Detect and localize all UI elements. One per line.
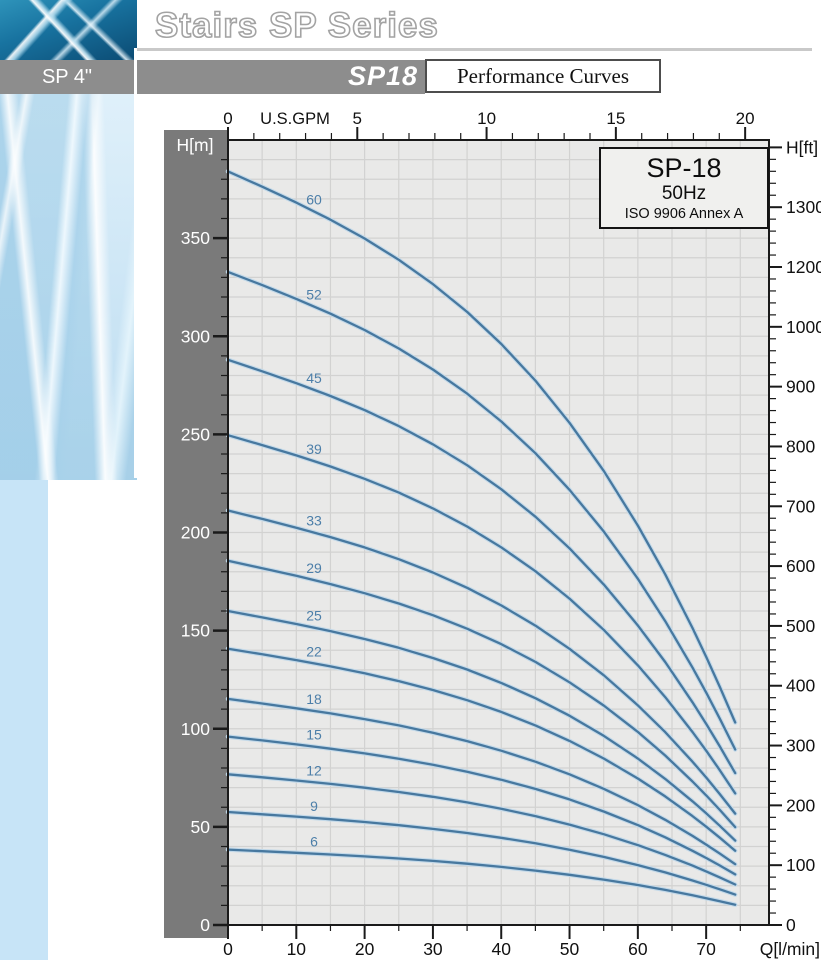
curve-29-stages: [226, 559, 737, 829]
bottom-axis-tick-label: 70: [696, 939, 716, 959]
left-axis-tick-label: 300: [181, 326, 210, 346]
bottom-axis-tick-label: 60: [628, 939, 648, 959]
curve-6-stages: [226, 848, 737, 906]
curve-label-22: 22: [306, 643, 322, 659]
top-axis-tick-label: 20: [736, 109, 755, 128]
top-axis-tick-label: 10: [477, 109, 496, 128]
bottom-axis-tick-label: 30: [423, 939, 443, 959]
curve-label-18: 18: [306, 691, 322, 707]
top-axis-tick-label: 0: [223, 109, 232, 128]
performance-curves-box: Performance Curves: [425, 59, 661, 93]
curve-39-stages: [226, 434, 737, 795]
bottom-axis-tick-label: 20: [355, 939, 375, 959]
left-axis-tick-label: 50: [191, 817, 211, 837]
curve-label-60: 60: [306, 191, 322, 207]
left-axis-tick-label: 200: [181, 523, 210, 543]
right-axis-tick-label: 0: [786, 915, 796, 935]
left-axis-band: [164, 130, 228, 938]
right-axis-tick-label: 1300: [786, 197, 821, 217]
left-axis-unit: H[m]: [177, 135, 214, 155]
curve-9-stages: [226, 810, 737, 896]
legend-standard: ISO 9906 Annex A: [624, 206, 744, 222]
page-title: Stairs SP Series: [154, 5, 439, 46]
curve-52-stages: [226, 270, 737, 751]
curve-15-stages: [226, 735, 737, 876]
curve-label-6: 6: [310, 834, 318, 850]
right-axis-tick-label: 1000: [786, 317, 821, 337]
curve-label-52: 52: [306, 287, 322, 303]
right-axis-tick-label: 500: [786, 616, 815, 636]
right-axis-tick-label: 100: [786, 855, 815, 875]
curve-label-12: 12: [306, 762, 322, 778]
curve-33-stages: [226, 509, 737, 815]
title-underline: [134, 48, 812, 51]
top-axis-tick-label: 15: [606, 109, 625, 128]
water-flow-photo: [0, 94, 137, 480]
left-axis-tick-label: 350: [181, 228, 210, 248]
curve-18-stages: [226, 697, 737, 866]
right-axis-tick-label: 800: [786, 436, 815, 456]
legend-frequency: 50Hz: [661, 183, 707, 204]
right-axis-tick-label: 900: [786, 377, 815, 397]
curve-label-29: 29: [306, 560, 322, 576]
curve-label-39: 39: [306, 441, 322, 457]
legend-model: SP-18: [646, 153, 722, 183]
right-axis-tick-label: 200: [786, 795, 815, 815]
curve-label-9: 9: [310, 798, 318, 814]
right-axis-tick-label: 400: [786, 676, 815, 696]
top-axis-unit: U.S.GPM: [260, 110, 330, 128]
curve-22-stages: [226, 647, 737, 852]
curve-12-stages: [226, 773, 737, 886]
curve-60-stages: [226, 170, 737, 724]
bottom-axis-unit: Q[l/min]: [760, 939, 820, 959]
header-bar: [0, 60, 425, 94]
curve-label-45: 45: [306, 370, 322, 386]
left-axis-tick-label: 150: [181, 621, 210, 641]
bottom-axis-tick-label: 0: [223, 939, 233, 959]
left-axis-tick-label: 100: [181, 719, 210, 739]
glass-rods-photo: [0, 0, 137, 62]
white-frame-line: [134, 48, 137, 478]
curve-label-33: 33: [306, 513, 322, 529]
chart-legend: SP-18 50Hz ISO 9906 Annex A: [599, 147, 769, 229]
curve-label-15: 15: [306, 727, 322, 743]
right-axis-tick-label: 1200: [786, 257, 821, 277]
bottom-axis-tick-label: 50: [560, 939, 580, 959]
series-size-label: SP 4": [41, 66, 93, 88]
right-axis-tick-label: 300: [786, 736, 815, 756]
left-axis-tick-label: 250: [181, 424, 210, 444]
bottom-axis-tick-label: 40: [491, 939, 511, 959]
model-label: SP18: [347, 61, 418, 91]
top-axis-tick-label: 5: [353, 109, 362, 128]
curve-45-stages: [226, 358, 737, 775]
curve-label-25: 25: [306, 608, 322, 624]
left-axis-tick-label: 0: [200, 915, 210, 935]
right-axis-tick-label: 700: [786, 496, 815, 516]
bottom-axis-tick-label: 10: [287, 939, 307, 959]
left-blue-strip: [0, 480, 48, 960]
curve-25-stages: [226, 609, 737, 842]
right-axis-unit: H[ft]: [786, 137, 818, 157]
right-axis-tick-label: 600: [786, 556, 815, 576]
